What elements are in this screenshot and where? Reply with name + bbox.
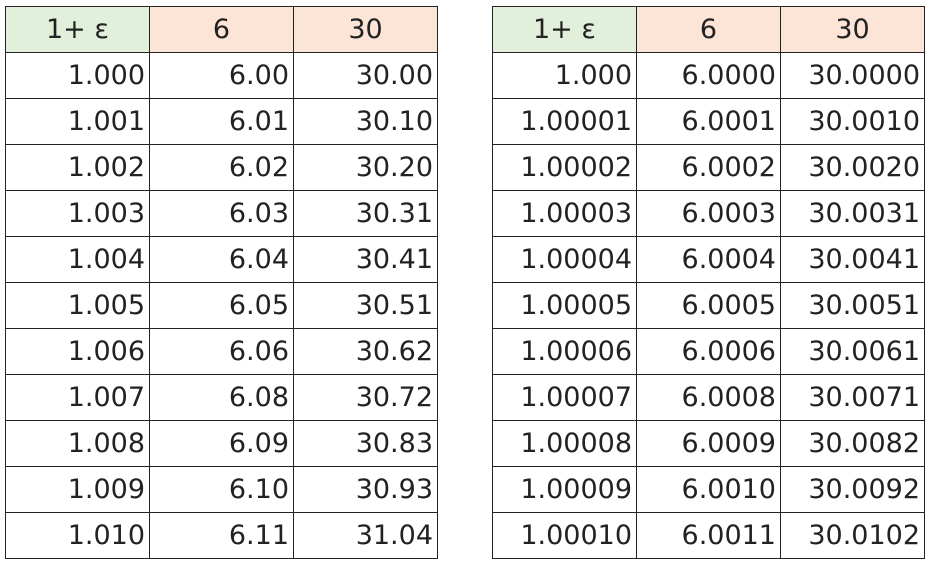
- table-cell: 31.04: [293, 512, 438, 559]
- header-one-plus-epsilon: 1+ ε: [492, 6, 637, 53]
- table-cell: 1.003: [5, 190, 150, 237]
- table-cell: 6.11: [149, 512, 294, 559]
- table-cell: 1.006: [5, 328, 150, 375]
- header-six: 6: [149, 6, 294, 53]
- table-cell: 1.000: [5, 52, 150, 99]
- table-cell: 1.00002: [492, 144, 637, 191]
- table-row: 1.00004 6.0004 30.0041: [492, 236, 925, 283]
- header-six: 6: [636, 6, 781, 53]
- table-row: 1.006 6.06 30.62: [5, 328, 438, 375]
- table-cell: 6.10: [149, 466, 294, 513]
- table-row: 1.00002 6.0002 30.0020: [492, 144, 925, 191]
- table-cell: 30.0061: [780, 328, 925, 375]
- table-cell: 6.09: [149, 420, 294, 467]
- table-cell: 30.0010: [780, 98, 925, 145]
- table-row: 1.00007 6.0008 30.0071: [492, 374, 925, 421]
- header-row: 1+ ε 6 30: [5, 6, 438, 53]
- table-cell: 6.0004: [636, 236, 781, 283]
- table-cell: 30.83: [293, 420, 438, 467]
- table-cell: 30.31: [293, 190, 438, 237]
- table-cell: 6.0002: [636, 144, 781, 191]
- table-cell: 6.0006: [636, 328, 781, 375]
- table-row: 1.008 6.09 30.83: [5, 420, 438, 467]
- right-table: 1+ ε 6 30 1.000 6.0000 30.0000 1.00001 6…: [492, 6, 925, 559]
- table-cell: 1.00010: [492, 512, 637, 559]
- table-cell: 6.0000: [636, 52, 781, 99]
- table-cell: 1.00009: [492, 466, 637, 513]
- table-cell: 6.00: [149, 52, 294, 99]
- table-cell: 1.00003: [492, 190, 637, 237]
- table-cell: 6.0009: [636, 420, 781, 467]
- table-cell: 1.005: [5, 282, 150, 329]
- table-cell: 1.007: [5, 374, 150, 421]
- table-cell: 6.08: [149, 374, 294, 421]
- table-row: 1.00001 6.0001 30.0010: [492, 98, 925, 145]
- table-cell: 30.0071: [780, 374, 925, 421]
- table-cell: 1.010: [5, 512, 150, 559]
- table-cell: 1.002: [5, 144, 150, 191]
- header-row: 1+ ε 6 30: [492, 6, 925, 53]
- table-cell: 1.008: [5, 420, 150, 467]
- table-row: 1.003 6.03 30.31: [5, 190, 438, 237]
- table-cell: 6.05: [149, 282, 294, 329]
- table-cell: 1.00007: [492, 374, 637, 421]
- table-cell: 30.0092: [780, 466, 925, 513]
- table-cell: 30.0041: [780, 236, 925, 283]
- table-row: 1.00010 6.0011 30.0102: [492, 512, 925, 559]
- table-cell: 6.0001: [636, 98, 781, 145]
- table-cell: 30.20: [293, 144, 438, 191]
- table-cell: 6.03: [149, 190, 294, 237]
- table-cell: 30.72: [293, 374, 438, 421]
- table-cell: 30.0000: [780, 52, 925, 99]
- left-table: 1+ ε 6 30 1.000 6.00 30.00 1.001 6.01 30…: [5, 6, 438, 559]
- table-cell: 6.04: [149, 236, 294, 283]
- table-cell: 6.01: [149, 98, 294, 145]
- table-cell: 1.00006: [492, 328, 637, 375]
- table-cell: 6.02: [149, 144, 294, 191]
- table-row: 1.010 6.11 31.04: [5, 512, 438, 559]
- table-row: 1.005 6.05 30.51: [5, 282, 438, 329]
- header-thirty: 30: [293, 6, 438, 53]
- table-cell: 1.004: [5, 236, 150, 283]
- table-cell: 6.0005: [636, 282, 781, 329]
- table-cell: 6.06: [149, 328, 294, 375]
- table-cell: 30.51: [293, 282, 438, 329]
- table-cell: 1.000: [492, 52, 637, 99]
- table-cell: 6.0003: [636, 190, 781, 237]
- table-cell: 30.0082: [780, 420, 925, 467]
- table-cell: 1.00008: [492, 420, 637, 467]
- table-cell: 30.00: [293, 52, 438, 99]
- table-cell: 30.0031: [780, 190, 925, 237]
- table-row: 1.00003 6.0003 30.0031: [492, 190, 925, 237]
- table-cell: 6.0011: [636, 512, 781, 559]
- table-row: 1.009 6.10 30.93: [5, 466, 438, 513]
- table-cell: 1.00005: [492, 282, 637, 329]
- table-row: 1.000 6.0000 30.0000: [492, 52, 925, 99]
- header-thirty: 30: [780, 6, 925, 53]
- header-one-plus-epsilon: 1+ ε: [5, 6, 150, 53]
- table-cell: 30.93: [293, 466, 438, 513]
- table-row: 1.004 6.04 30.41: [5, 236, 438, 283]
- table-cell: 30.0102: [780, 512, 925, 559]
- table-row: 1.00005 6.0005 30.0051: [492, 282, 925, 329]
- table-row: 1.007 6.08 30.72: [5, 374, 438, 421]
- table-cell: 30.0051: [780, 282, 925, 329]
- table-cell: 30.0020: [780, 144, 925, 191]
- table-cell: 1.001: [5, 98, 150, 145]
- table-cell: 30.62: [293, 328, 438, 375]
- table-row: 1.000 6.00 30.00: [5, 52, 438, 99]
- table-row: 1.00008 6.0009 30.0082: [492, 420, 925, 467]
- table-cell: 30.10: [293, 98, 438, 145]
- table-row: 1.00006 6.0006 30.0061: [492, 328, 925, 375]
- table-row: 1.00009 6.0010 30.0092: [492, 466, 925, 513]
- table-cell: 6.0008: [636, 374, 781, 421]
- table-cell: 1.00004: [492, 236, 637, 283]
- table-row: 1.002 6.02 30.20: [5, 144, 438, 191]
- table-cell: 1.00001: [492, 98, 637, 145]
- table-row: 1.001 6.01 30.10: [5, 98, 438, 145]
- table-cell: 1.009: [5, 466, 150, 513]
- table-cell: 30.41: [293, 236, 438, 283]
- table-cell: 6.0010: [636, 466, 781, 513]
